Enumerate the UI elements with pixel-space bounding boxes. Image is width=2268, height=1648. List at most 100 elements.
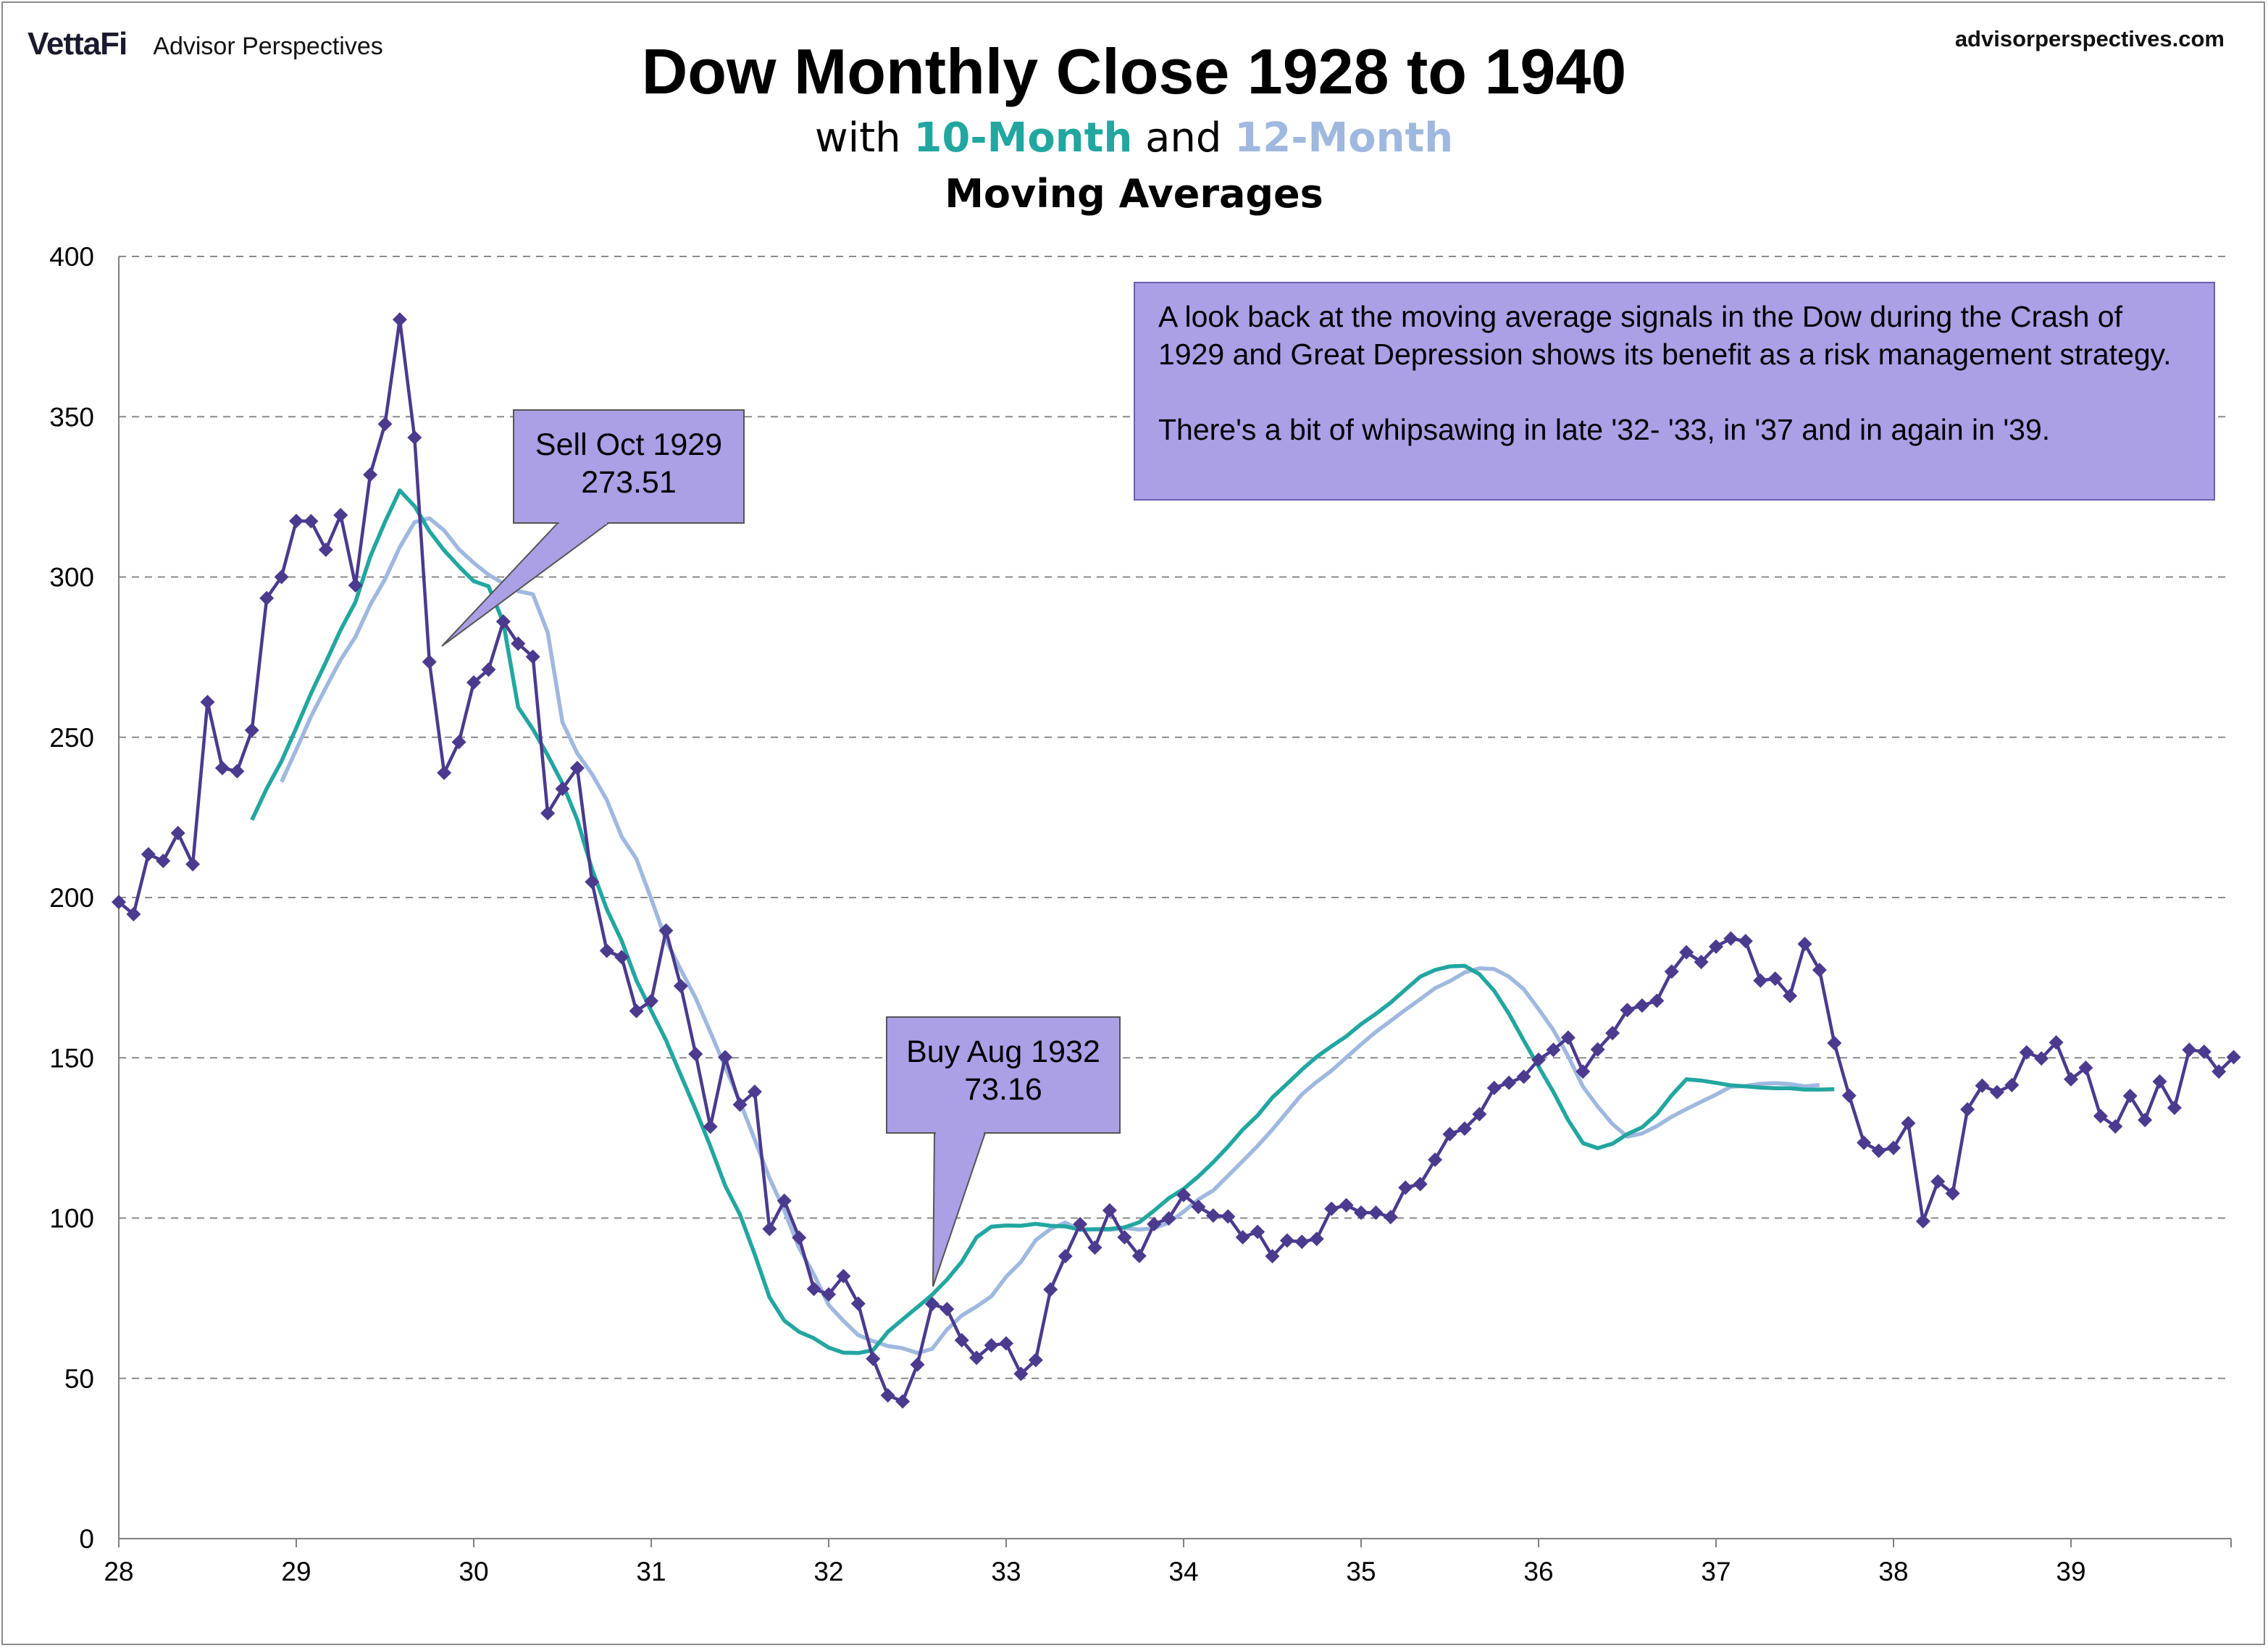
dow-point <box>1117 1230 1132 1245</box>
dow-point <box>1560 1030 1576 1045</box>
dow-point <box>1428 1152 1443 1167</box>
note-box: A look back at the moving average signal… <box>1134 282 2215 501</box>
dow-point <box>2004 1077 2020 1092</box>
dow-point <box>1797 937 1812 952</box>
y-tick-label: 0 <box>79 1524 94 1554</box>
y-tick-label: 50 <box>64 1364 94 1394</box>
dow-point <box>2049 1035 2064 1050</box>
dow-point <box>1502 1075 1517 1090</box>
dow-point <box>1812 963 1827 978</box>
dow-point <box>1915 1213 1930 1229</box>
dow-point <box>2167 1100 2182 1116</box>
dow-point <box>1486 1080 1502 1095</box>
dow-point <box>200 695 215 710</box>
dow-point <box>792 1230 807 1245</box>
dow-point <box>732 1097 748 1112</box>
callout-value: 273.51 <box>581 465 677 500</box>
dow-point <box>969 1350 984 1365</box>
dow-point <box>924 1297 940 1312</box>
dow-point <box>289 514 304 529</box>
dow-point <box>866 1351 881 1366</box>
dow-point <box>2108 1118 2123 1134</box>
dow-point <box>1590 1042 1605 1057</box>
dow-point <box>1265 1249 1280 1264</box>
dow-point <box>1368 1205 1384 1220</box>
dow-point <box>585 874 600 890</box>
x-tick-label: 36 <box>1523 1557 1553 1586</box>
dow-point <box>1841 1088 1857 1103</box>
y-tick-label: 350 <box>49 402 94 432</box>
dow-point <box>673 979 688 994</box>
dow-point <box>2122 1088 2138 1103</box>
dow-point <box>1709 939 1723 954</box>
brand-logo: VettaFi <box>28 26 127 62</box>
dow-point <box>126 907 141 922</box>
dow-point <box>392 312 407 327</box>
dow-point <box>1250 1224 1265 1239</box>
dow-point <box>1767 971 1783 986</box>
dow-point <box>2152 1074 2167 1089</box>
dow-point <box>555 781 570 796</box>
dow-point <box>495 614 511 629</box>
callout-label: Sell Oct 1929 <box>535 427 722 462</box>
dow-point <box>2093 1108 2108 1124</box>
dow-point <box>112 895 126 910</box>
dow-point <box>1605 1026 1620 1041</box>
dow-point <box>599 943 614 958</box>
dow-point <box>1975 1078 1990 1093</box>
subtitle-mid: and <box>1132 114 1235 162</box>
dow-point <box>984 1338 999 1353</box>
dow-point <box>2138 1113 2153 1128</box>
dow-point <box>1058 1249 1073 1264</box>
dow-point <box>1886 1140 1901 1155</box>
dow-point <box>569 761 585 776</box>
dow-point <box>836 1268 851 1284</box>
dow-point <box>1531 1052 1546 1067</box>
series-layer <box>112 312 2241 1409</box>
x-tick-label: 29 <box>281 1557 311 1586</box>
brand-block: VettaFi Advisor Perspectives <box>28 26 383 62</box>
dow-point <box>259 590 275 606</box>
dow-point <box>214 761 230 776</box>
dow-point <box>1738 934 1753 949</box>
dow-point <box>762 1221 777 1237</box>
ma12-line <box>280 516 1820 1355</box>
x-axis-labels: 28 29 30 31 32 33 34 35 36 37 38 39 <box>104 1557 2085 1586</box>
y-tick-label: 200 <box>49 883 94 913</box>
dow-point <box>466 675 481 690</box>
subtitle-ma12: 12-Month <box>1234 114 1454 162</box>
dow-point <box>422 654 437 669</box>
dow-point <box>1634 998 1649 1013</box>
dow-point <box>511 636 526 651</box>
dow-point <box>1753 973 1768 988</box>
dow-point <box>1442 1126 1457 1142</box>
dow-point <box>481 662 496 677</box>
dow-point <box>1576 1064 1591 1079</box>
callout-box <box>886 1016 1121 1134</box>
y-axis-labels: 0 50 100 150 200 250 300 350 400 <box>49 242 94 1554</box>
brand-name: Advisor Perspectives <box>153 33 383 60</box>
dow-point <box>377 417 393 432</box>
callout-box <box>513 409 745 524</box>
y-tick-label: 400 <box>49 242 94 272</box>
dow-point <box>1930 1174 1946 1189</box>
dow-point <box>954 1333 969 1348</box>
dow-point <box>850 1296 866 1311</box>
dow-point <box>2182 1042 2197 1058</box>
x-tick-label: 34 <box>1168 1557 1198 1586</box>
site-url: advisorperspectives.com <box>1954 26 2225 51</box>
dow-point <box>1413 1176 1428 1192</box>
dow-point <box>407 430 422 446</box>
dow-point <box>1960 1102 1975 1117</box>
x-tick-label: 31 <box>636 1557 666 1586</box>
dow-point <box>1309 1231 1324 1247</box>
dow-point <box>156 853 171 869</box>
dow-point <box>614 950 629 965</box>
dow-point <box>1664 964 1679 979</box>
x-tick-label: 33 <box>991 1557 1021 1586</box>
y-tick-label: 150 <box>49 1043 94 1073</box>
dow-point <box>348 578 363 593</box>
